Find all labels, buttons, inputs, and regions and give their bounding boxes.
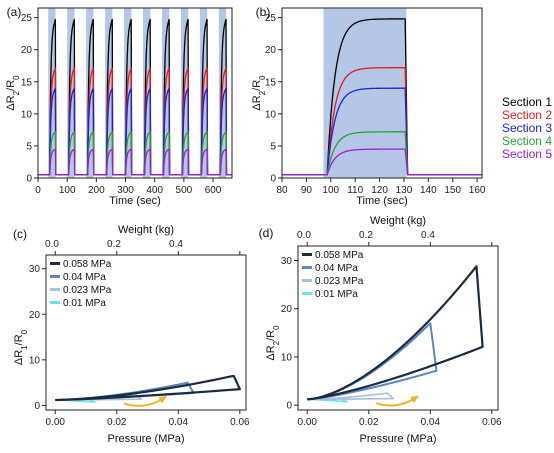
panel-b-ytick-label: 10 [265,109,277,120]
panel-d-legend-entry: 0.04 MPa [315,263,358,274]
panel-d-xtick-label: 0.00 [297,417,317,428]
panel-a-xlabel: Time (sec) [109,195,161,207]
panel-d-legend-entry: 0.058 MPa [315,250,364,261]
panel-b-xtick-label: 100 [322,185,339,196]
series-line-5 [38,148,232,176]
panel-a-ytick-label: 5 [26,141,32,152]
panel-b-ytick-label: 20 [265,45,277,56]
panel-b-xtick-label: 140 [420,185,437,196]
panel-b-xtick-label: 90 [301,185,313,196]
panel-a-xtick-label: 0 [35,185,41,196]
panel-b-frame [281,7,483,179]
series-line-0023 [307,392,395,401]
press-interval [323,8,407,178]
panel-d-xtick-label: 0.06 [482,417,502,428]
panel-a-xtick-label: 600 [205,185,222,196]
panel-d-legend-entry: 0.01 MPa [315,289,358,300]
panel-b-ytick-label: 25 [265,13,277,24]
panel-a-frame [37,7,233,179]
panel-d-ytick-label: 0 [286,401,292,412]
panel-c-legend-entry: 0.058 MPa [63,259,112,270]
direction-arrow-head [410,395,420,404]
series-line-0058 [55,374,241,402]
panel-d-xlabel: Pressure (MPa) [359,433,436,445]
series-line-0058 [307,265,484,401]
series-line-1 [282,18,482,176]
panel-d-label: (d) [259,226,274,240]
panel-d-ylabel: ΔR2/R0 [265,325,281,361]
panel-d-x2tick-label: 0.0 [297,230,311,241]
panel-a-xtick-label: 100 [59,185,76,196]
panel-d-ytick-label: 20 [281,304,293,315]
panel-a-xtick-label: 500 [176,185,193,196]
panel-c-legend-entry: 0.023 MPa [63,285,112,296]
panel-b-xtick-label: 160 [469,185,486,196]
panel-a-xtick-label: 300 [117,185,134,196]
panel-c-x2label: Weight (kg) [118,224,174,236]
panel-b-xlabel: Time (sec) [356,195,408,207]
panel-d-x2tick-label: 0.2 [359,230,373,241]
panel-c-x2tick-label: 0.4 [169,239,183,250]
panel-b-label: (b) [256,5,271,19]
legend-entry-section-3: Section 3 [502,121,552,135]
panel-c-ytick-label: 20 [29,310,41,321]
panel-a-xtick-label: 200 [88,185,105,196]
panel-c-x2tick-label: 0.0 [45,239,59,250]
panel-a-ylabel: ΔR2/R0 [5,75,21,111]
panel-c-ytick-label: 10 [29,355,41,366]
panel-c-xtick-label: 0.04 [169,417,189,428]
legend-entry-section-1: Section 1 [502,95,552,109]
series-line-4 [282,131,482,176]
direction-arrow-head [158,395,168,404]
panel-c-xtick-label: 0.00 [45,417,65,428]
panel-b-ytick-label: 15 [265,77,277,88]
panel-b-xtick-label: 110 [347,185,363,196]
panel-b-ytick-label: 5 [270,141,276,152]
series-line-2 [282,67,482,176]
panel-d-x2label: Weight (kg) [370,215,426,227]
panel-d-xtick-label: 0.04 [421,417,441,428]
panel-d-ytick-label: 30 [281,256,293,267]
panel-c-ylabel: ΔR1/R0 [13,329,29,365]
panel-d-x2tick-label: 0.4 [421,230,435,241]
legend-entry-section-2: Section 2 [502,108,552,122]
panel-d-xtick-label: 0.02 [359,417,379,428]
panel-c-xtick-label: 0.06 [230,417,250,428]
panel-a-ytick-label: 15 [21,77,33,88]
panel-d-legend-entry: 0.023 MPa [315,276,364,287]
legend-entry-section-5: Section 5 [502,147,552,161]
series-line-5 [282,148,482,176]
panel-b-xtick-label: 130 [396,185,413,196]
panel-a-ytick-label: 25 [21,13,33,24]
panel-c-label: (c) [13,227,27,241]
panel-a-ytick-label: 0 [26,174,32,185]
legend-entry-section-4: Section 4 [502,134,552,148]
panel-c-legend-entry: 0.01 MPa [63,298,106,309]
panel-c-legend-entry: 0.04 MPa [63,272,106,283]
panel-c-ytick-label: 30 [29,264,41,275]
series-line-3 [282,87,482,176]
panel-c-xtick-label: 0.02 [107,417,127,428]
panel-d-ytick-label: 10 [281,352,293,363]
series-line-004 [307,322,438,401]
panel-b-ytick-label: 0 [270,174,276,185]
panel-b-xtick-label: 80 [276,185,288,196]
panel-b-ylabel: ΔR2/R0 [251,75,267,111]
panel-a-label: (a) [7,5,22,19]
panel-c-ytick-label: 0 [34,401,40,412]
panel-a-ytick-label: 10 [21,109,33,120]
panel-c-x2tick-label: 0.2 [107,239,121,250]
panel-a-xtick-label: 400 [146,185,163,196]
panel-a-ytick-label: 20 [21,45,33,56]
panel-b-xtick-label: 120 [371,185,388,196]
panel-b-xtick-label: 150 [444,185,461,196]
panel-c-frame [45,254,247,411]
panel-d-frame [297,245,499,411]
panel-c-xlabel: Pressure (MPa) [107,433,184,445]
